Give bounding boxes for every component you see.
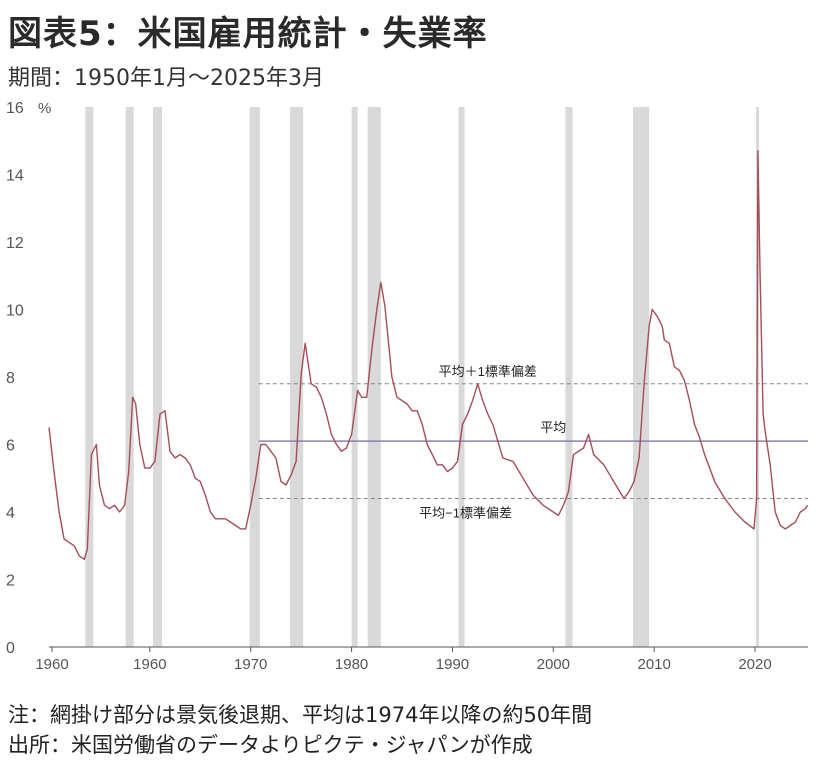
reference-line-label: 平均: [540, 420, 566, 435]
x-tick-label: 1990: [436, 656, 469, 673]
recession-band: [152, 107, 162, 647]
recession-band: [367, 107, 381, 647]
page-title: 図表5：米国雇用統計・失業率: [8, 14, 488, 54]
y-tick-label: 0: [6, 640, 15, 657]
unemployment-chart: 0 2 4 6 8 10 12 14 16 % 1960 1960 1970 1980 1990 2000 20…: [6, 100, 809, 673]
y-tick-label: 4: [6, 505, 15, 522]
recession-band: [565, 107, 573, 647]
recession-bands: [85, 107, 760, 647]
y-tick-label: 12: [6, 235, 24, 252]
y-tick-label: 6: [6, 438, 15, 455]
recession-band: [351, 107, 358, 647]
unemployment-rate-line: [48, 150, 809, 560]
x-tick-label: 1960: [35, 656, 68, 673]
y-axis-unit: %: [38, 100, 51, 117]
chart-axes: 0 2 4 6 8 10 12 14 16 % 1960 1960 1970 1980 1990 2000 20…: [6, 100, 808, 673]
x-tick-label: 2020: [738, 656, 771, 673]
y-tick-label: 8: [6, 370, 15, 387]
recession-band: [85, 107, 94, 647]
x-tick-label: 2010: [637, 656, 670, 673]
reference-line-label: 平均＋1標準偏差: [439, 364, 537, 379]
y-tick-label: 16: [6, 100, 24, 117]
x-tick-label: 1960: [133, 656, 166, 673]
recession-band: [290, 107, 304, 647]
y-tick-label: 10: [6, 303, 24, 320]
y-tick-label: 2: [6, 573, 15, 590]
note-source: 出所：米国労働省のデータよりピクテ・ジャパンが作成: [8, 733, 533, 757]
x-tick-label: 1970: [234, 656, 267, 673]
page-subtitle: 期間：1950年1月～2025年3月: [8, 66, 324, 91]
x-tick-label: 1980: [335, 656, 368, 673]
y-tick-label: 14: [6, 168, 24, 185]
x-tick-label: 2000: [537, 656, 570, 673]
recession-band: [249, 107, 260, 647]
series-layer: [48, 150, 809, 560]
note-recession: 注：網掛け部分は景気後退期、平均は1974年以降の約50年間: [8, 703, 593, 727]
recession-band: [458, 107, 465, 647]
recession-band: [633, 107, 650, 647]
footnotes: 注：網掛け部分は景気後退期、平均は1974年以降の約50年間 出所：米国労働省の…: [8, 700, 592, 760]
recession-band: [125, 107, 134, 647]
reference-line-label: 平均−1標準偏差: [419, 506, 512, 521]
